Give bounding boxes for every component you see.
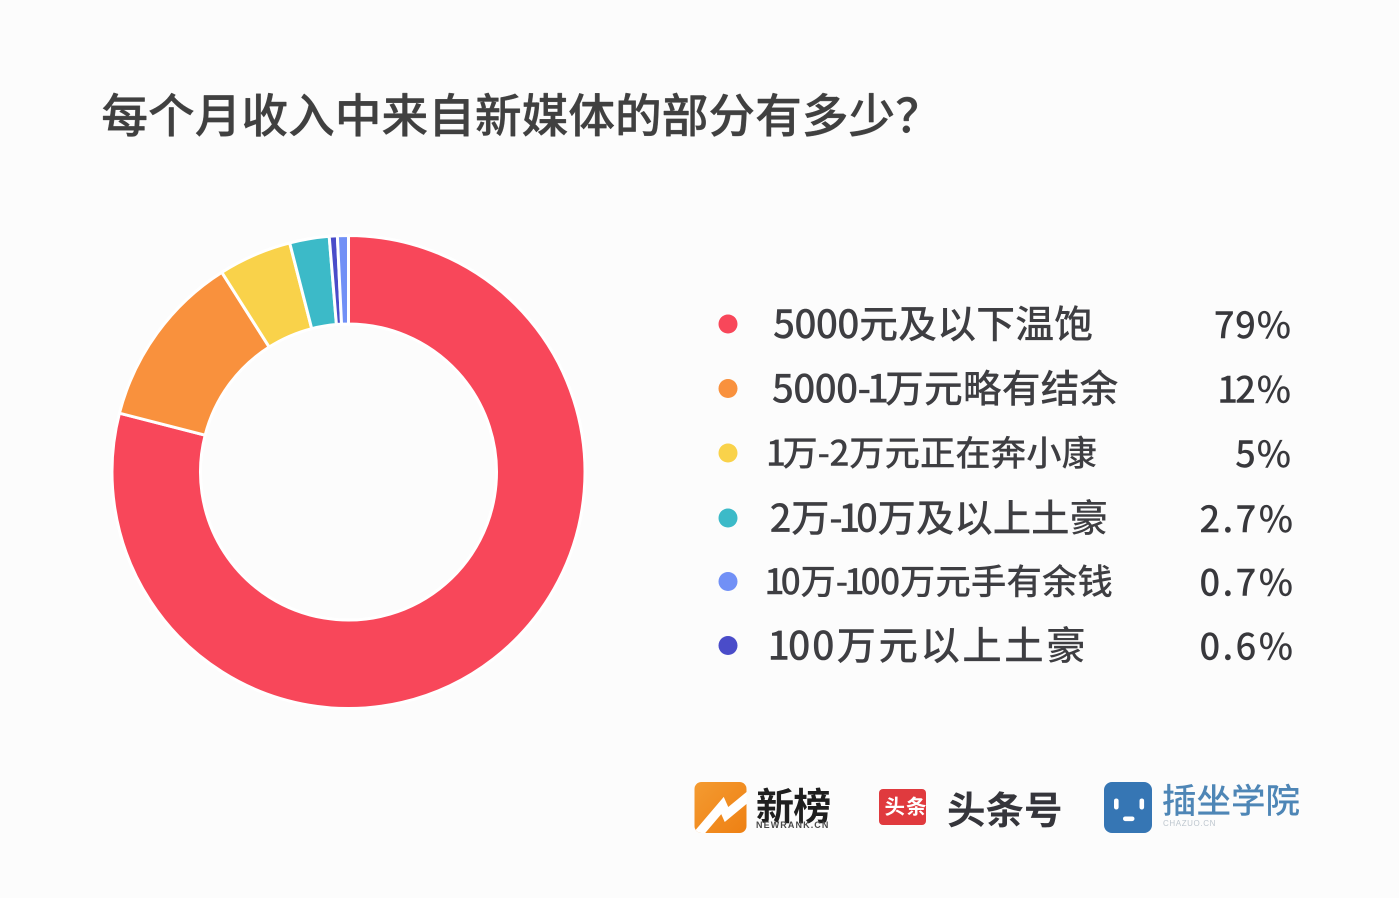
svg-text:NEWRANK.CN: NEWRANK.CN [756, 820, 830, 830]
svg-text:CHAZUO.CN: CHAZUO.CN [1163, 819, 1216, 828]
